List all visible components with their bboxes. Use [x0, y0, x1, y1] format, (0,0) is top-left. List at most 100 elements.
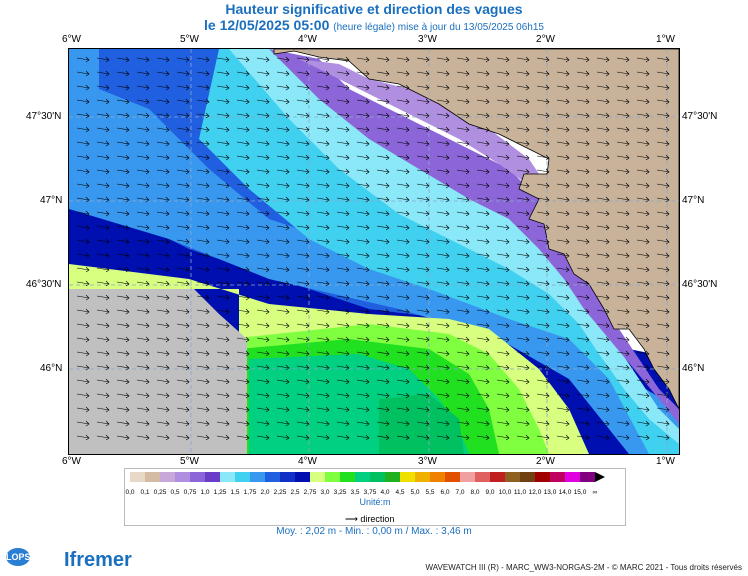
direction-arrow — [576, 85, 590, 89]
direction-arrow-head — [445, 182, 450, 189]
wave-height-map[interactable] — [68, 48, 680, 455]
direction-arrow — [236, 183, 250, 187]
direction-arrow-head — [465, 266, 470, 273]
direction-arrow — [96, 393, 110, 397]
direction-arrow — [356, 197, 370, 201]
direction-arrow-head — [345, 336, 350, 343]
direction-arrow-head — [145, 98, 150, 105]
direction-arrow — [516, 57, 530, 61]
direction-arrow — [316, 113, 330, 117]
direction-arrow — [656, 71, 670, 75]
legend-value: 13,0 — [544, 489, 557, 496]
direction-arrow — [276, 85, 290, 89]
direction-arrow-head — [305, 308, 310, 315]
lat-label-right-4730: 47°30'N — [682, 111, 718, 122]
direction-arrow-head — [405, 420, 410, 427]
direction-arrow — [296, 169, 310, 173]
direction-arrow-head — [525, 406, 530, 413]
direction-arrow-head — [225, 336, 230, 343]
direction-arrow — [296, 239, 310, 243]
direction-arrow — [156, 169, 170, 173]
direction-arrow-head — [185, 98, 190, 105]
direction-arrow-head — [565, 392, 570, 399]
direction-arrow — [376, 169, 390, 173]
band-pale-cyan — [229, 49, 679, 444]
direction-arrow — [576, 323, 590, 327]
direction-arrow-head — [425, 70, 430, 77]
direction-arrow — [156, 309, 170, 313]
direction-arrow — [236, 85, 250, 89]
direction-arrow-head — [625, 98, 630, 105]
direction-arrow — [496, 197, 510, 201]
direction-arrow — [556, 295, 570, 299]
direction-arrow-head — [165, 140, 170, 147]
direction-arrow — [116, 393, 130, 397]
direction-arrow-head — [485, 154, 490, 161]
direction-arrow-head — [665, 364, 670, 371]
direction-arrow — [536, 141, 550, 145]
direction-arrow-head — [625, 196, 630, 203]
direction-arrow-head — [105, 126, 110, 133]
direction-arrow-head — [325, 266, 330, 273]
direction-arrow — [216, 295, 230, 299]
direction-arrow — [276, 379, 290, 383]
direction-arrow — [496, 211, 510, 215]
direction-arrow — [396, 71, 410, 75]
direction-arrow — [476, 211, 490, 215]
direction-arrow-head — [565, 140, 570, 147]
direction-arrow — [596, 351, 610, 355]
direction-arrow — [416, 113, 430, 117]
direction-arrow — [296, 197, 310, 201]
direction-arrow-head — [405, 210, 410, 217]
lon-label-bottom-6w: 6°W — [62, 456, 81, 467]
direction-arrow — [476, 155, 490, 159]
direction-arrow-head — [565, 378, 570, 385]
direction-arrow-head — [625, 434, 630, 441]
direction-arrow-head — [245, 266, 250, 273]
direction-arrow — [656, 239, 670, 243]
direction-arrow-head — [505, 308, 510, 315]
direction-arrow-head — [545, 56, 550, 63]
direction-arrow — [116, 295, 130, 299]
direction-arrow — [616, 99, 630, 103]
direction-arrow-head — [205, 392, 210, 399]
direction-arrow — [196, 267, 210, 271]
direction-arrow-head — [365, 378, 370, 385]
direction-arrow-head — [185, 364, 190, 371]
direction-arrow-head — [205, 56, 210, 63]
direction-arrow — [256, 183, 270, 187]
direction-arrow-head — [285, 266, 290, 273]
direction-arrow-head — [385, 196, 390, 203]
direction-arrow — [476, 71, 490, 75]
direction-arrow-head — [585, 84, 590, 91]
direction-arrow-head — [445, 308, 450, 315]
direction-arrow — [296, 435, 310, 439]
direction-arrow — [476, 393, 490, 397]
direction-arrow — [256, 407, 270, 411]
direction-arrow — [316, 71, 330, 75]
direction-arrow — [176, 239, 190, 243]
direction-arrow — [416, 57, 430, 61]
direction-arrow-head — [205, 406, 210, 413]
direction-arrow — [596, 155, 610, 159]
direction-arrow-head — [205, 154, 210, 161]
direction-arrow-head — [485, 294, 490, 301]
direction-arrow — [636, 435, 650, 439]
direction-arrow-head — [265, 420, 270, 427]
direction-arrow-head — [645, 308, 650, 315]
direction-arrow-head — [325, 294, 330, 301]
direction-arrow — [176, 407, 190, 411]
direction-arrow — [276, 239, 290, 243]
direction-arrow — [236, 407, 250, 411]
direction-arrow-head — [505, 210, 510, 217]
direction-arrow — [96, 211, 110, 215]
direction-arrow — [356, 85, 370, 89]
legend-swatch — [550, 472, 565, 482]
direction-arrow — [196, 379, 210, 383]
direction-arrow — [416, 141, 430, 145]
legend-swatch — [415, 472, 430, 482]
direction-arrow — [196, 169, 210, 173]
direction-arrow — [116, 57, 130, 61]
direction-arrow — [76, 323, 90, 327]
direction-arrow — [196, 197, 210, 201]
